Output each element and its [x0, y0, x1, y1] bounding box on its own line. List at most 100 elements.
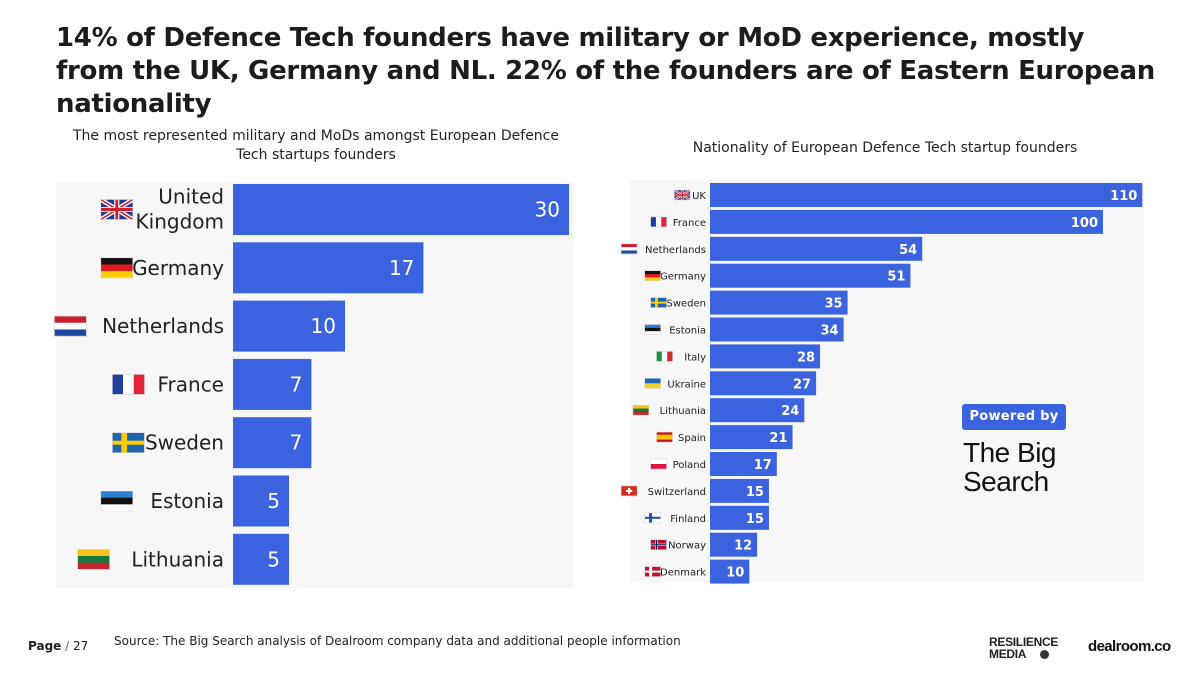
switzerland-flag-icon — [620, 485, 638, 497]
page-indicator: Page / 27 — [28, 639, 89, 653]
category-label-lithuania: Lithuania — [660, 406, 706, 417]
bar-norway — [710, 532, 758, 557]
category-label-ukraine: Ukraine — [667, 379, 706, 390]
military-chart: 30 United Kingdom 17 Germany 10 Netherlands 7 Fr… — [54, 184, 569, 585]
military-chart-panel: 30 United Kingdom 17 Germany 10 Netherlands 7 Fr… — [54, 182, 574, 588]
sweden-flag-icon — [650, 297, 667, 308]
bar-germany — [710, 263, 911, 288]
page-label: Page — [28, 639, 62, 653]
category-label-netherlands: Netherlands — [102, 314, 224, 338]
bar-france — [233, 358, 312, 410]
category-label-france: France — [157, 372, 224, 396]
category-label-switzerland: Switzerland — [648, 487, 706, 498]
bar-united-kingdom — [233, 184, 569, 235]
category-label-denmark: Denmark — [660, 568, 706, 579]
bar-lithuania — [233, 533, 289, 585]
right-chart-title: Nationality of European Defence Tech sta… — [692, 140, 1078, 156]
bar-netherlands — [233, 300, 345, 352]
ukraine-flag-icon — [644, 378, 661, 389]
value-label-germany: 51 — [887, 270, 905, 285]
category-label-netherlands: Netherlands — [645, 245, 706, 256]
category-label-norway: Norway — [668, 541, 706, 552]
germany-flag-icon — [100, 257, 134, 279]
category-label-uk: UK — [692, 191, 706, 202]
bar-netherlands — [710, 236, 923, 261]
value-label-united-kingdom: 30 — [535, 198, 560, 222]
value-label-estonia: 5 — [267, 489, 280, 513]
nationality-chart-panel: 110 UK 100 France 54 Netherlands 51 Germany 35 Sw… — [620, 180, 1144, 584]
germany-flag-icon — [644, 270, 661, 281]
uk-flag-icon — [673, 189, 691, 201]
category-label-estonia: Estonia — [669, 326, 706, 337]
bar-uk — [710, 183, 1143, 207]
value-label-netherlands: 10 — [311, 314, 336, 338]
page-number: 27 — [73, 639, 89, 653]
resilience-media-logo: RESILIENCE MEDIA — [989, 635, 1059, 661]
bar-spain — [710, 425, 793, 450]
value-label-estonia: 34 — [821, 324, 839, 339]
bar-switzerland — [710, 478, 769, 503]
value-label-netherlands: 54 — [899, 243, 917, 258]
netherlands-flag-icon — [54, 315, 87, 337]
source-note: Source: The Big Search analysis of Dealr… — [114, 634, 681, 648]
category-label-sweden: Sweden — [666, 299, 706, 310]
bar-france — [710, 209, 1103, 234]
france-flag-icon — [650, 216, 667, 228]
denmark-flag-icon — [644, 566, 661, 577]
value-label-france: 100 — [1071, 216, 1098, 231]
value-label-poland: 17 — [754, 458, 772, 473]
value-label-switzerland: 15 — [746, 485, 764, 500]
category-label-spain: Spain — [678, 433, 706, 444]
category-label-united-kingdom: United Kingdom — [136, 185, 224, 234]
powered-by-badge: Powered by — [962, 404, 1066, 430]
dealroom-logo: dealroom.co — [1088, 638, 1171, 655]
estonia-flag-icon — [100, 490, 134, 512]
category-label-sweden: Sweden — [145, 431, 224, 455]
bar-ukraine — [710, 371, 817, 396]
value-label-denmark: 10 — [726, 566, 744, 581]
sweden-flag-icon — [112, 432, 145, 453]
finland-flag-icon — [644, 512, 661, 524]
bar-poland — [710, 452, 777, 476]
value-label-germany: 17 — [389, 256, 414, 280]
uk-flag-icon — [99, 197, 134, 222]
value-label-sweden: 35 — [824, 297, 842, 312]
category-label-finland: Finland — [670, 514, 706, 525]
value-label-spain: 21 — [769, 431, 787, 446]
value-label-sweden: 7 — [290, 431, 303, 455]
value-label-italy: 28 — [797, 350, 815, 365]
category-label-germany: Germany — [132, 256, 224, 280]
value-label-ukraine: 27 — [793, 377, 811, 392]
left-chart-title: The most represented military and MoDs a… — [72, 128, 559, 163]
norway-flag-icon — [650, 539, 667, 551]
netherlands-flag-icon — [620, 243, 638, 255]
italy-flag-icon — [656, 351, 673, 362]
category-label-germany: Germany — [660, 272, 706, 283]
france-flag-icon — [112, 374, 145, 395]
bar-finland — [710, 505, 769, 530]
lithuania-flag-icon — [632, 404, 650, 416]
value-label-france: 7 — [290, 372, 303, 396]
category-label-lithuania: Lithuania — [131, 547, 224, 571]
category-label-poland: Poland — [673, 460, 706, 471]
value-label-finland: 15 — [746, 512, 764, 527]
page-title: 14% of Defence Tech founders have milita… — [56, 23, 1155, 119]
bar-lithuania — [710, 398, 805, 423]
bar-germany — [233, 242, 424, 294]
bar-estonia — [710, 317, 844, 342]
big-search-logo: The Big Search — [963, 437, 1057, 497]
value-label-lithuania: 24 — [781, 404, 799, 419]
bar-denmark — [710, 559, 750, 584]
nationality-chart: 110 UK 100 France 54 Netherlands 51 Germany 35 Sw… — [620, 183, 1143, 584]
value-label-norway: 12 — [734, 539, 752, 554]
value-label-uk: 110 — [1110, 189, 1137, 204]
category-label-france: France — [673, 218, 706, 229]
value-label-lithuania: 5 — [267, 547, 280, 571]
lithuania-flag-icon — [77, 548, 110, 570]
bar-estonia — [233, 475, 289, 527]
category-label-estonia: Estonia — [150, 489, 224, 513]
bar-italy — [710, 344, 821, 369]
bar-sweden — [233, 417, 312, 469]
estonia-flag-icon — [644, 324, 661, 335]
category-label-italy: Italy — [684, 352, 706, 363]
